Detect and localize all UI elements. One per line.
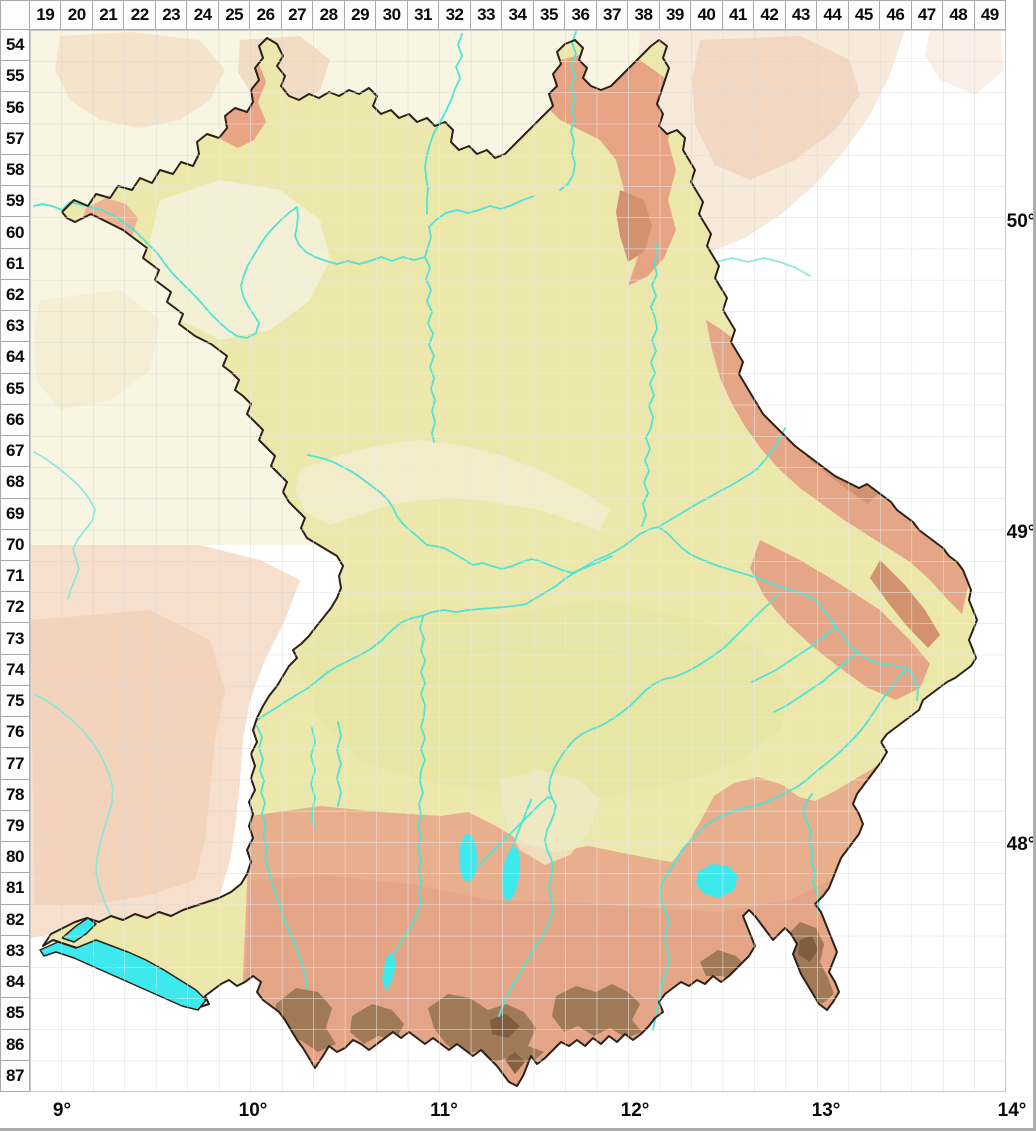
column-header-cell: 21 xyxy=(91,0,125,30)
column-header-cell: 24 xyxy=(186,0,219,30)
column-header-cell: 38 xyxy=(627,0,660,30)
row-header-cell: 78 xyxy=(0,778,30,811)
longitude-label: 10° xyxy=(238,1100,268,1121)
column-header-cell: 47 xyxy=(910,0,944,30)
longitude-label: 11° xyxy=(430,1100,458,1121)
column-header-cell: 45 xyxy=(847,0,881,30)
column-header-cell: 40 xyxy=(690,0,723,30)
row-header-cell: 67 xyxy=(0,435,30,468)
column-header-cell: 26 xyxy=(249,0,282,30)
row-header-column: 54 55 56 57 58 59 60 61 62 63 64 65 66 67 68 69 70 71 72 73… xyxy=(0,29,30,1092)
latitude-label: 49° xyxy=(1006,522,1036,543)
longitude-label: 14° xyxy=(997,1100,1027,1121)
row-header-cell: 69 xyxy=(0,497,30,530)
column-header-cell: 36 xyxy=(564,0,597,30)
column-header-cell: 22 xyxy=(123,0,156,30)
row-header-cell: 83 xyxy=(0,934,30,968)
column-header-cell: 43 xyxy=(784,0,818,30)
row-header-cell: 66 xyxy=(0,403,30,437)
column-header-cell: 39 xyxy=(658,0,692,30)
map-frame xyxy=(30,30,1006,1092)
column-header-cell: 42 xyxy=(753,0,786,30)
row-header-cell: 54 xyxy=(0,29,30,62)
row-header-cell: 57 xyxy=(0,122,30,155)
column-header-cell: 31 xyxy=(406,0,440,30)
row-header-cell: 77 xyxy=(0,747,30,780)
column-header-cell: 32 xyxy=(438,0,471,30)
row-header-cell: 71 xyxy=(0,559,30,593)
longitude-label: 9° xyxy=(52,1100,72,1121)
column-header-cell: 34 xyxy=(501,0,534,30)
row-header-cell: 56 xyxy=(0,91,30,124)
row-header-cell: 68 xyxy=(0,466,30,499)
column-header-cell: 29 xyxy=(343,0,377,30)
row-header-cell: 87 xyxy=(0,1059,30,1092)
column-header-cell: 27 xyxy=(280,0,314,30)
column-header-cell: 33 xyxy=(469,0,503,30)
column-header-cell: 35 xyxy=(532,0,566,30)
row-header-cell: 80 xyxy=(0,841,30,874)
row-header-cell: 81 xyxy=(0,872,30,905)
longitude-label: 12° xyxy=(620,1100,650,1121)
row-header-cell: 62 xyxy=(0,278,30,312)
row-header-cell: 58 xyxy=(0,153,30,187)
row-header-cell: 59 xyxy=(0,185,30,218)
grid-corner-cell xyxy=(0,0,30,30)
column-header-cell: 41 xyxy=(721,0,755,30)
latitude-label: 50° xyxy=(1006,211,1036,232)
row-header-cell: 63 xyxy=(0,310,30,343)
row-header-cell: 76 xyxy=(0,716,30,749)
column-header-cell: 49 xyxy=(973,0,1007,30)
column-header-cell: 28 xyxy=(312,0,345,30)
column-header-cell: 30 xyxy=(375,0,408,30)
latitude-label: 48° xyxy=(1006,834,1036,855)
longitude-label: 13° xyxy=(811,1100,841,1121)
column-header-cell: 23 xyxy=(154,0,188,30)
row-header-cell: 74 xyxy=(0,653,30,686)
longitude-axis: 9° 10° 11° 12° 13° 14° xyxy=(0,1098,1033,1126)
row-header-cell: 85 xyxy=(0,997,30,1030)
column-header-row: 19 20 21 22 23 24 25 26 27 28 29 30 31 32 33 34 35 36 37 38… xyxy=(29,0,1007,30)
row-header-cell: 72 xyxy=(0,591,30,624)
column-header-cell: 25 xyxy=(217,0,251,30)
row-header-cell: 64 xyxy=(0,341,30,374)
column-header-cell: 37 xyxy=(595,0,629,30)
row-header-cell: 75 xyxy=(0,684,30,718)
row-header-cell: 79 xyxy=(0,809,30,843)
column-header-cell: 19 xyxy=(29,0,62,30)
row-header-cell: 86 xyxy=(0,1028,30,1061)
column-header-cell: 44 xyxy=(816,0,849,30)
row-header-cell: 84 xyxy=(0,966,30,999)
row-header-cell: 73 xyxy=(0,622,30,655)
row-header-cell: 65 xyxy=(0,372,30,405)
column-header-cell: 46 xyxy=(879,0,912,30)
row-header-cell: 82 xyxy=(0,903,30,936)
row-header-cell: 61 xyxy=(0,247,30,280)
column-header-cell: 48 xyxy=(942,0,975,30)
row-header-cell: 70 xyxy=(0,528,30,561)
column-header-cell: 20 xyxy=(60,0,93,30)
latitude-axis: 50° 49° 48° xyxy=(1006,0,1036,1128)
row-header-cell: 60 xyxy=(0,216,30,249)
row-header-cell: 55 xyxy=(0,60,30,93)
